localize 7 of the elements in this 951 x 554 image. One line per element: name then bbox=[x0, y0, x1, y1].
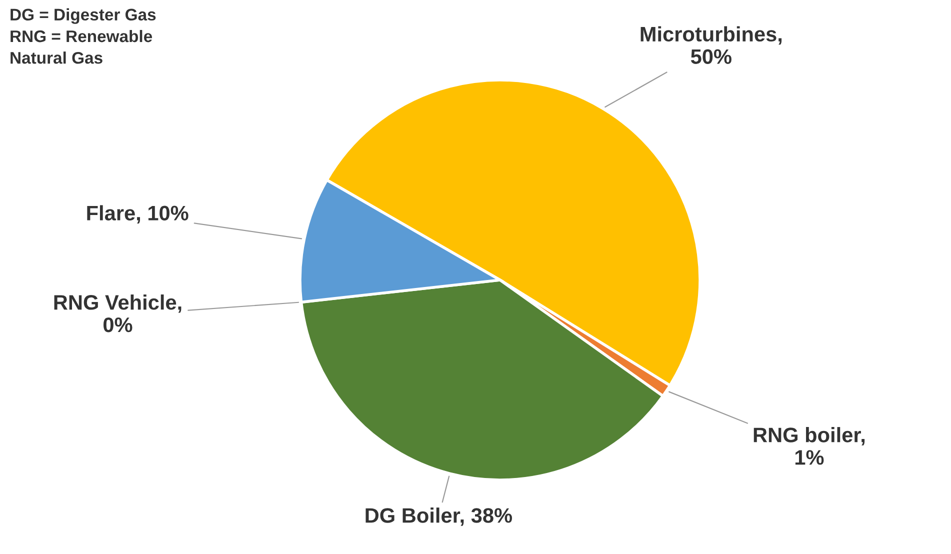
slice-label: Flare, 10% bbox=[87, 205, 188, 224]
category-label: RNG Vehicle, bbox=[54, 294, 182, 313]
slice-label: DG Boiler, 38% bbox=[366, 508, 512, 526]
text: 0% bbox=[104, 317, 132, 332]
slice-label: RNG boiler, 1% bbox=[754, 427, 865, 465]
text: DG = Digester Gas RNG = Renewable Natural Gas bbox=[10, 8, 156, 64]
slice-label: Microturbines, 50% bbox=[640, 26, 782, 64]
